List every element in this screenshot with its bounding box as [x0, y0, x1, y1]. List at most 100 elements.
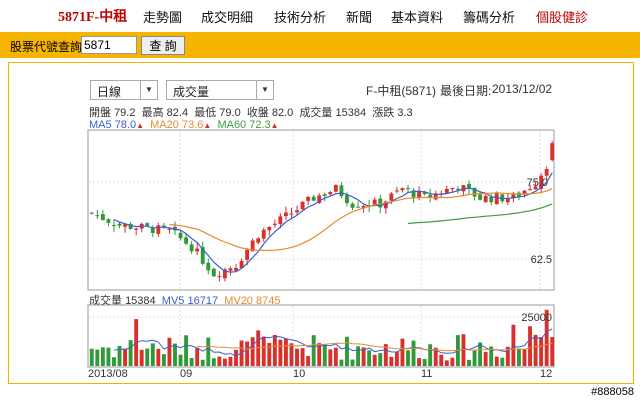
ma5-value: 78.0 [114, 119, 137, 131]
candle-body [189, 244, 194, 252]
candle-body [394, 190, 399, 192]
x-tick-label: 09 [180, 368, 192, 380]
volume-bar [400, 338, 405, 366]
nav-trend-chart[interactable]: 走勢圖 [143, 10, 183, 25]
quote-row: 開盤 79.2 最高 82.4 最低 79.0 收盤 82.0 成交量 1538… [89, 104, 413, 120]
candle-body [339, 185, 344, 197]
candle-body [161, 225, 166, 228]
candle-body [533, 186, 538, 190]
volume-bar [167, 337, 172, 366]
volume-bar [145, 348, 150, 366]
stock-brand-title[interactable]: 5871F-中租 [58, 10, 128, 25]
price-plot-frame [87, 129, 555, 291]
open-label: 開盤 [89, 107, 111, 119]
candle-body [406, 188, 410, 190]
volume-bar [544, 309, 549, 366]
nav-news[interactable]: 新聞 [346, 10, 373, 25]
volume-bar [489, 346, 494, 366]
candle-body [145, 223, 150, 226]
candle-body [283, 212, 288, 217]
candle-body [483, 195, 488, 203]
volume-bar [539, 336, 544, 366]
ma-legend: MA5 78.0▲ MA20 73.6▲ MA60 72.3▲ [89, 119, 279, 131]
volume-bar [283, 338, 288, 366]
nav-technical-analysis[interactable]: 技術分析 [274, 10, 327, 25]
nav-stock-health[interactable]: 個股健診 [536, 10, 589, 25]
volume-bar [372, 354, 377, 366]
search-bar: 股票代號查詢 查 詢 [0, 32, 640, 58]
volume-bar [317, 343, 322, 366]
volume-bar [533, 334, 538, 366]
nav-trade-details[interactable]: 成交明細 [201, 10, 254, 25]
volume-bar [500, 357, 505, 366]
volume-legend: 成交量 15384 MV5 16717 MV20 8745 [89, 292, 280, 308]
high-label: 最高 [141, 107, 164, 119]
volume-bar [422, 359, 427, 366]
candle-body [200, 247, 205, 264]
candle-body [522, 190, 527, 195]
chevron-down-icon: ▼ [256, 81, 273, 99]
candle-body [489, 197, 494, 203]
volume-bar [389, 356, 394, 366]
candle-body [217, 276, 222, 278]
mv5-line [113, 328, 553, 357]
volume-bar [333, 347, 338, 366]
candle-body [500, 194, 505, 202]
volume-tick-label: 25000 [521, 312, 552, 324]
volume-bar [195, 348, 200, 366]
low-label: 最低 [194, 107, 217, 119]
candle-body [272, 223, 277, 225]
candle-body [289, 213, 294, 215]
change-value: 3.3 [397, 107, 413, 119]
candle-body [389, 193, 394, 201]
search-button[interactable]: 查 詢 [141, 36, 185, 55]
volume-bar [106, 347, 111, 366]
chart-grid [89, 131, 553, 366]
mv20-value: 8745 [256, 295, 281, 307]
stock-code-input[interactable] [81, 36, 137, 54]
candle-body [300, 201, 305, 210]
volume-bar [300, 348, 305, 366]
candle-body [195, 248, 200, 252]
top-navigation: 5871F-中租 走勢圖 成交明細 技術分析 新聞 基本資料 籌碼分析 個股健診 [0, 0, 640, 30]
volume-bar [161, 354, 166, 366]
mv5-value: 16717 [187, 295, 219, 307]
mv20-label: MV20 [224, 295, 253, 307]
nav-chip-analysis[interactable]: 籌碼分析 [463, 10, 516, 25]
x-tick-label: 11 [421, 368, 432, 380]
volume-bar [306, 355, 311, 366]
candle-body [278, 216, 283, 225]
volume-bar [378, 353, 383, 366]
period-select[interactable]: 日線 ▼ [90, 80, 158, 100]
volume-bar [433, 347, 438, 366]
candlestick-series [89, 140, 555, 282]
volume-bar [206, 337, 211, 366]
candle-body [295, 210, 299, 213]
stock-name: F-中租(5871) [366, 84, 437, 98]
ma60-line [407, 203, 553, 225]
x-tick-label: 12 [540, 368, 552, 380]
candle-body [417, 191, 422, 198]
up-triangle-icon: ▲ [270, 121, 279, 130]
ma20-line [169, 188, 553, 252]
ma5-label: MA5 [89, 119, 112, 131]
ma60-label: MA60 [217, 119, 247, 131]
close-value: 82.0 [271, 107, 294, 119]
candle-body [461, 185, 466, 192]
indicator-select[interactable]: 成交量 ▼ [166, 80, 274, 100]
nav-basic-info[interactable]: 基本資料 [391, 10, 444, 25]
candle-body [311, 196, 316, 201]
volume-bar [95, 349, 100, 366]
volume-bar [494, 356, 499, 366]
candle-body [150, 227, 155, 233]
candle-body [378, 198, 383, 208]
volume-bar [461, 334, 466, 366]
volume-bar [222, 358, 227, 366]
candle-body [222, 269, 227, 279]
volume-bar [289, 343, 294, 366]
ma60-value: 72.3 [249, 119, 271, 131]
candle-body [472, 187, 477, 197]
last-date: 2013/12/02 [492, 82, 553, 96]
volume-bar [550, 337, 555, 366]
